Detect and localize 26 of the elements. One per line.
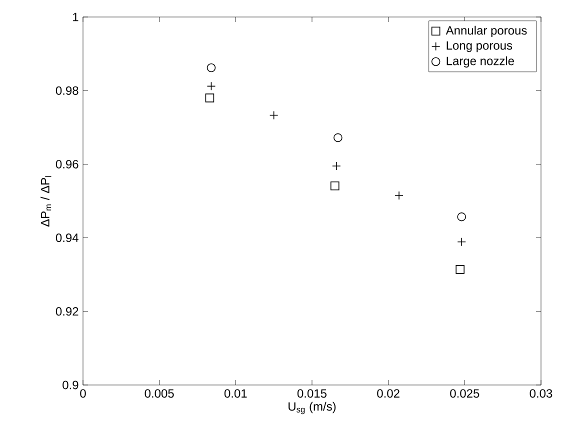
legend-label: Annular porous [446, 26, 527, 38]
point [206, 82, 216, 91]
point [330, 182, 340, 190]
x-tick-label: 0.03 [530, 389, 552, 398]
point [334, 133, 342, 142]
x-tick-label: 0.015 [297, 389, 327, 398]
point [269, 110, 278, 120]
x-tick-label: 0.025 [450, 389, 480, 398]
x-tick-label: 0 [80, 389, 86, 398]
point [205, 94, 214, 102]
y-tick-label: 1 [73, 12, 78, 22]
point [457, 212, 466, 222]
point [456, 265, 464, 274]
x-tick-label: 0.02 [377, 389, 400, 398]
x-axis-title: U$_{sg}$ (m/s) [288, 402, 336, 414]
y-tick-label: 0.92 [56, 307, 78, 316]
y-tick-label: 0.9 [62, 380, 78, 390]
y-axis-title: ΔP$_{m}$ / ΔP$_{l}$ [40, 176, 52, 227]
x-tick-label: 0.005 [144, 389, 174, 398]
x-tick-label: 0.01 [224, 389, 247, 398]
point [206, 63, 216, 72]
y-tick-label: 0.96 [56, 160, 78, 168]
legend-label: Large nozzle [446, 56, 514, 68]
legend-label: Long porous [446, 41, 512, 52]
y-tick-label: 0.98 [56, 86, 78, 95]
y-tick-label: 0.94 [56, 234, 78, 242]
